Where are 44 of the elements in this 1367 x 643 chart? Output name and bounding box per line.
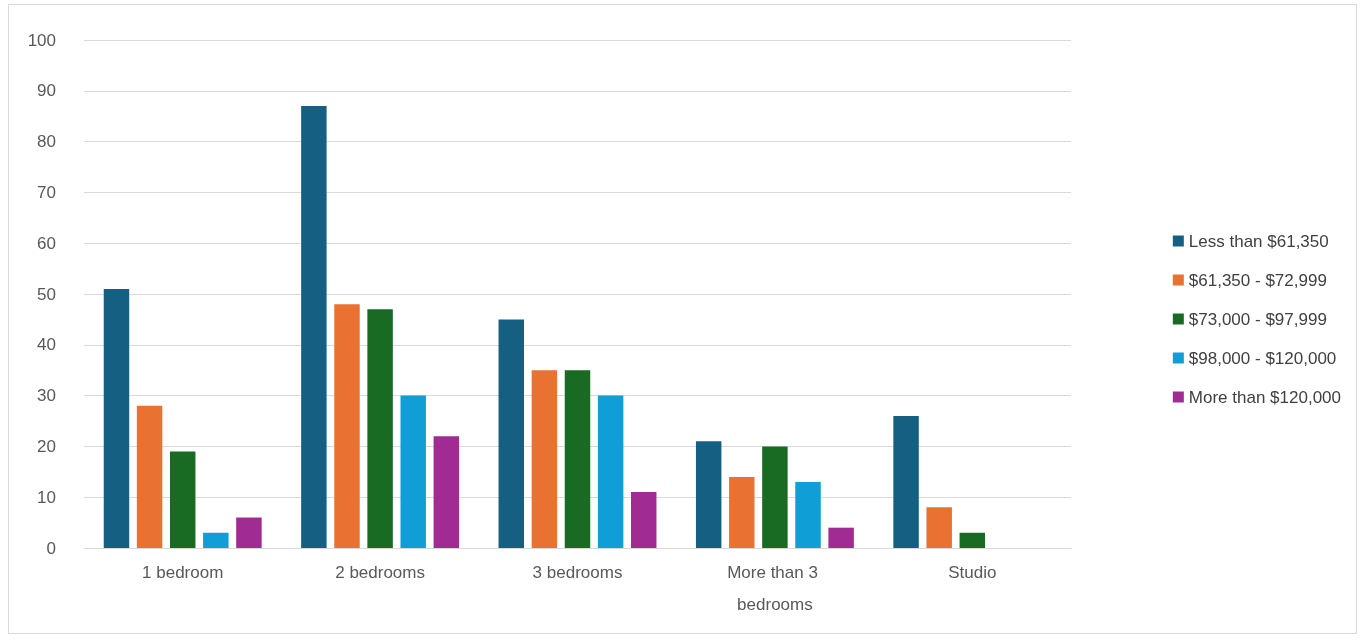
y-tick-label: 90 — [37, 81, 56, 101]
y-tick-label: 80 — [37, 132, 56, 152]
y-tick-label: 40 — [37, 335, 56, 355]
bar — [103, 288, 130, 548]
bar — [367, 309, 393, 548]
legend-label: Less than $61,350 — [1188, 231, 1329, 251]
bar — [334, 304, 360, 548]
legend-label: $61,350 - $72,999 — [1188, 270, 1327, 290]
y-tick-label: 50 — [37, 284, 56, 304]
legend-label: More than $120,000 — [1188, 387, 1341, 407]
bar — [729, 476, 755, 548]
legend-label: $98,000 - $120,000 — [1188, 348, 1337, 368]
bar — [169, 451, 196, 548]
bar — [695, 441, 722, 548]
bar — [531, 370, 558, 548]
x-tick-label: 2 bedrooms — [335, 562, 425, 582]
bar — [630, 492, 657, 548]
bar — [301, 106, 327, 548]
bar — [564, 370, 591, 548]
legend-label: $73,000 - $97,999 — [1188, 309, 1327, 329]
x-tick-label: Studio — [948, 562, 997, 582]
bar — [926, 507, 952, 548]
y-tick-label: 30 — [37, 386, 56, 406]
bar — [203, 532, 229, 548]
bar — [433, 436, 460, 548]
y-tick-label: 100 — [27, 30, 56, 50]
bar — [236, 517, 262, 548]
y-tick-label: 60 — [37, 233, 56, 253]
bar — [893, 415, 919, 548]
bar — [762, 446, 788, 548]
x-tick-label: More than 3 bedrooms — [727, 562, 823, 614]
bar — [498, 319, 525, 548]
bar — [828, 527, 854, 548]
bar — [959, 532, 986, 548]
x-tick-label: 3 bedrooms — [532, 562, 623, 582]
y-tick-label: 10 — [37, 487, 56, 507]
bar — [795, 481, 821, 548]
bar — [136, 405, 163, 548]
y-tick-label: 0 — [46, 538, 56, 558]
y-tick-label: 70 — [37, 182, 56, 202]
y-tick-label: 20 — [37, 436, 56, 456]
bar — [597, 395, 624, 548]
x-tick-label: 1 bedroom — [142, 562, 224, 582]
bar — [400, 395, 426, 548]
